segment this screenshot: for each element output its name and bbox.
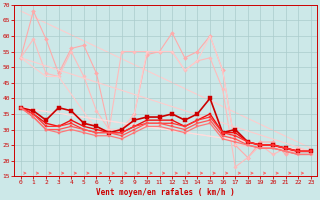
X-axis label: Vent moyen/en rafales ( km/h ): Vent moyen/en rafales ( km/h ) [96, 188, 235, 197]
